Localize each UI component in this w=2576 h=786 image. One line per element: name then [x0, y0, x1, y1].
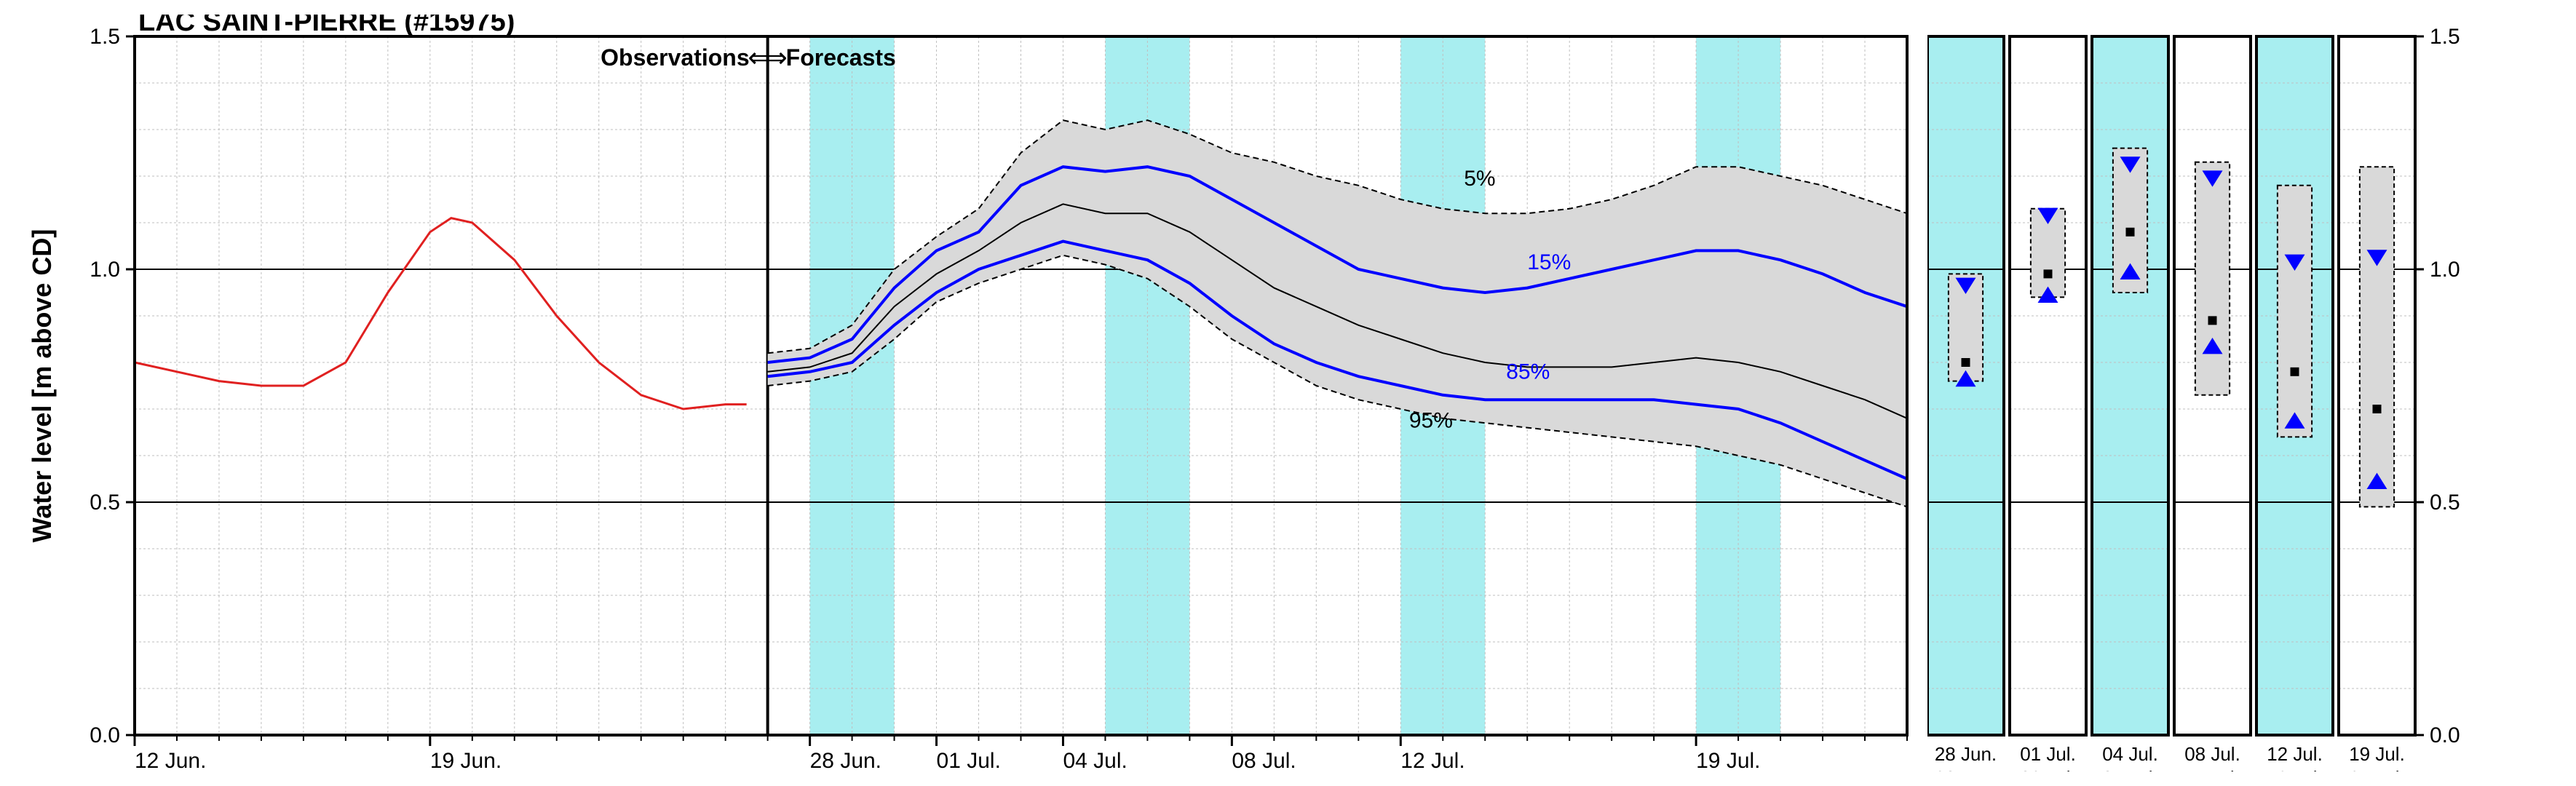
percentile-annotation: 5%	[1464, 167, 1495, 191]
xtick-label: 19 Jul.	[1696, 749, 1760, 771]
percentile-annotation: 95%	[1409, 409, 1453, 433]
summary-panel-start-label: 12 Jul.	[2267, 743, 2323, 765]
chart-container: 0.0 0.5 1.0 1.5 12 Jun. 19 Jun. 28 Jun. 01 Jul.…	[15, 15, 2561, 771]
xtick-label: 12 Jun.	[135, 749, 206, 771]
xtick-label: 08 Jul.	[1232, 749, 1296, 771]
ytick-label: 0.0	[90, 723, 120, 747]
summary-panel-end-label: 25 Jul.	[2349, 767, 2405, 771]
ytick-label-right: 1.5	[2430, 25, 2460, 49]
obs-fc-arrow-icon: ⟺	[748, 43, 787, 74]
ytick-label-right: 1.0	[2430, 258, 2460, 282]
summary-panel-start-label: 01 Jul.	[2020, 743, 2076, 765]
summary-panel-start-label: 08 Jul.	[2184, 743, 2240, 765]
forecasts-label: Forecasts	[786, 44, 896, 71]
xtick-label: 04 Jul.	[1063, 749, 1127, 771]
main-timeseries-chart: 0.0 0.5 1.0 1.5 12 Jun. 19 Jun. 28 Jun. 01 Jul.…	[15, 15, 1922, 771]
summary-panel-start-label: 19 Jul.	[2349, 743, 2405, 765]
summary-panel-end-label: 03 Jul.	[2020, 767, 2076, 771]
summary-panel-end-label: 30 Jun.	[1935, 767, 1997, 771]
percentile-annotation: 85%	[1506, 360, 1550, 384]
summary-panel-start-label: 04 Jul.	[2102, 743, 2158, 765]
xtick-label: 28 Jun.	[810, 749, 881, 771]
ytick-label-right: 0.0	[2430, 723, 2460, 747]
summary-panel-end-label: 07 Jul.	[2102, 767, 2158, 771]
observations-label: Observations	[601, 44, 750, 71]
ytick-label: 0.5	[90, 491, 120, 515]
y-axis-label: Water level [m above CD]	[27, 229, 57, 543]
forecast-summary-panels: 28 Jun. 30 Jun. 01 Jul. 03 Jul. 04 Jul. 07 Ju…	[1927, 15, 2502, 771]
ytick-label: 1.0	[90, 258, 120, 282]
summary-panel-start-label: 28 Jun.	[1935, 743, 1997, 765]
chart-title: LAC SAINT-PIERRE (#15975)	[138, 15, 515, 37]
summary-panel-end-label: 18 Jul.	[2267, 767, 2323, 771]
xtick-label: 12 Jul.	[1400, 749, 1465, 771]
xtick-label: 01 Jul.	[937, 749, 1001, 771]
ytick-label: 1.5	[90, 25, 120, 49]
percentile-annotation: 15%	[1527, 250, 1571, 274]
summary-panel-end-label: 11 Jul.	[2185, 767, 2240, 771]
xtick-label: 19 Jun.	[430, 749, 502, 771]
ytick-label-right: 0.5	[2430, 491, 2460, 515]
